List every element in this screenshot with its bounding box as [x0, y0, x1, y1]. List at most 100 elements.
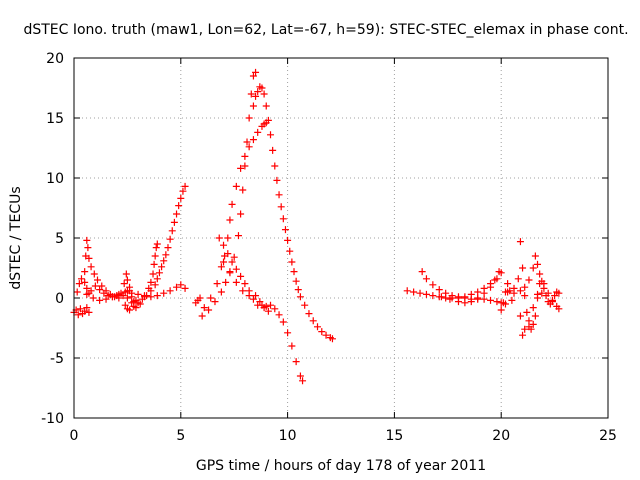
data-point	[196, 294, 204, 302]
data-point	[260, 90, 268, 98]
data-point	[499, 299, 507, 307]
data-point	[243, 138, 251, 146]
data-point	[474, 288, 482, 296]
data-point	[166, 235, 174, 243]
x-tick-label: 10	[279, 428, 297, 444]
data-point	[85, 254, 93, 262]
data-point	[234, 232, 242, 240]
data-point	[318, 328, 326, 336]
data-point	[305, 310, 313, 318]
data-point	[275, 191, 283, 199]
data-point	[322, 331, 330, 339]
data-point	[211, 298, 219, 306]
data-point	[292, 277, 300, 285]
data-point	[534, 260, 542, 268]
data-point	[529, 304, 537, 312]
data-points	[70, 68, 563, 385]
data-point	[166, 287, 174, 295]
data-point	[91, 282, 99, 290]
data-point	[531, 252, 539, 260]
data-point	[128, 299, 136, 307]
data-point	[241, 152, 249, 160]
series-18	[504, 252, 563, 313]
data-point	[160, 289, 168, 297]
data-point	[525, 317, 533, 325]
data-point	[168, 227, 176, 235]
y-tick-label: 10	[46, 171, 64, 187]
data-point	[147, 293, 155, 301]
data-point	[446, 295, 454, 303]
data-point	[215, 234, 223, 242]
series-2	[73, 275, 93, 297]
data-point	[275, 311, 283, 319]
data-point	[487, 296, 495, 304]
data-point	[224, 234, 232, 242]
data-point	[170, 218, 178, 226]
data-point	[480, 295, 488, 303]
data-point	[147, 278, 155, 286]
data-point	[164, 244, 172, 252]
series-8	[192, 294, 204, 307]
data-point	[254, 128, 262, 136]
data-point	[123, 276, 131, 284]
y-tick-label: 20	[46, 51, 64, 67]
data-point	[100, 289, 108, 297]
data-point	[76, 305, 84, 313]
data-point	[267, 301, 275, 309]
data-point	[279, 215, 287, 223]
data-point	[83, 304, 91, 312]
data-point	[328, 335, 336, 343]
data-point	[232, 182, 240, 190]
data-point	[497, 306, 505, 314]
data-point	[239, 287, 247, 295]
data-point	[504, 280, 512, 288]
data-point	[536, 270, 544, 278]
data-point	[510, 284, 518, 292]
data-point	[173, 210, 181, 218]
data-point	[120, 280, 128, 288]
data-point	[224, 250, 232, 258]
data-point	[237, 164, 245, 172]
data-point	[277, 203, 285, 211]
data-point	[81, 307, 89, 315]
data-point	[271, 162, 279, 170]
axis-ticks: 0 5 10 15 20 25 -10 -5 0 5 10 15 20	[41, 51, 617, 444]
data-point	[121, 288, 129, 296]
series-10	[200, 119, 270, 312]
data-point	[217, 288, 225, 296]
data-point	[245, 114, 253, 122]
data-point	[108, 293, 116, 301]
data-point	[153, 275, 161, 283]
data-point	[504, 288, 512, 296]
data-point	[249, 72, 257, 80]
data-point	[254, 88, 262, 96]
data-point	[89, 294, 97, 302]
data-point	[249, 136, 257, 144]
data-point	[296, 293, 304, 301]
data-point	[247, 90, 255, 98]
data-point	[140, 293, 148, 301]
data-point	[487, 283, 495, 291]
data-point	[85, 308, 93, 316]
data-point	[252, 68, 260, 76]
data-point	[521, 292, 529, 300]
data-point	[284, 329, 292, 337]
data-point	[173, 283, 181, 291]
data-point	[540, 280, 548, 288]
data-point	[153, 240, 161, 248]
data-point	[74, 311, 82, 319]
data-point	[461, 293, 469, 301]
data-point	[102, 295, 110, 303]
data-point	[126, 306, 134, 314]
data-point	[523, 308, 531, 316]
data-point	[75, 280, 83, 288]
data-point	[418, 268, 426, 276]
series-13	[249, 83, 336, 343]
x-tick-label: 20	[492, 428, 510, 444]
data-point	[480, 289, 488, 297]
data-point	[271, 305, 279, 313]
data-point	[158, 263, 166, 271]
data-point	[93, 276, 101, 284]
data-point	[241, 162, 249, 170]
